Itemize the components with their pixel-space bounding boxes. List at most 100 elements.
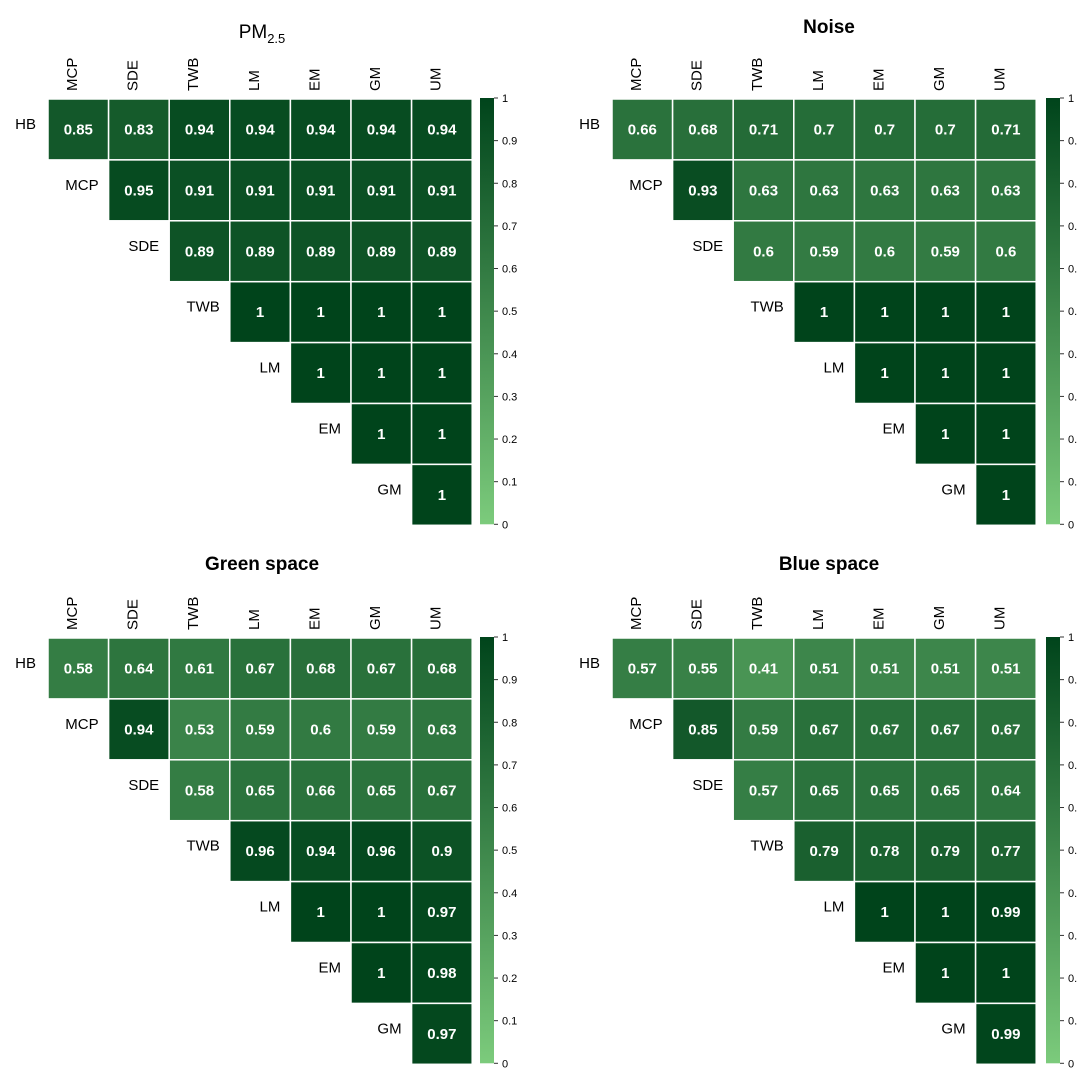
heatmap-cell <box>410 280 473 344</box>
cell-value-label: 0.65 <box>245 782 274 799</box>
row-label: EM <box>883 421 906 438</box>
colorbar <box>480 98 494 525</box>
heatmap-cell <box>974 98 1037 161</box>
heatmap-cell <box>168 759 231 822</box>
heatmap-cell <box>914 637 977 700</box>
cell-value-label: 1 <box>256 304 264 321</box>
cell-value-label: 0.99 <box>991 904 1020 921</box>
cell-value-label: 0.65 <box>367 782 396 799</box>
heatmap-cell <box>914 941 977 1005</box>
heatmap-cell <box>732 220 795 283</box>
colorbar-tick-label: 0. <box>1068 930 1077 942</box>
colorbar-tick-label: 0. <box>1068 717 1077 729</box>
heatmap-cell <box>289 880 352 944</box>
cell-value-label: 0.59 <box>749 721 778 738</box>
row-label: GM <box>941 481 965 498</box>
panel-title: PM2.5 <box>239 22 286 46</box>
heatmap-cell <box>229 698 292 761</box>
colorbar-tick-label: 0. <box>1068 477 1077 489</box>
cell-value-label: 0.91 <box>427 182 456 199</box>
cell-value-label: 1 <box>881 304 889 321</box>
cell-value-label: 0.58 <box>185 782 214 799</box>
heatmap-cell <box>611 98 674 161</box>
cell-value-label: 0.71 <box>749 121 778 138</box>
colorbar-tick-label: 0 <box>502 519 508 531</box>
colorbar-tick-label: 0.3 <box>502 930 517 942</box>
heatmap-panel-1: PM2.5 MCP SDE TWB LM EM GM UM 0.85 0.83 0.94 0.94 0.… <box>15 22 517 531</box>
heatmap-cell <box>410 463 473 527</box>
heatmap-cell <box>47 98 110 161</box>
colorbar-tick-label: 0. <box>1068 803 1077 815</box>
row-label: LM <box>260 360 281 377</box>
heatmap-cell <box>611 637 674 700</box>
colorbar-tick-label: 0. <box>1068 760 1077 772</box>
colorbar-tick-label: 0.3 <box>502 391 517 403</box>
cell-value-label: 0.67 <box>991 721 1020 738</box>
heatmap-cell <box>974 1002 1037 1066</box>
row-label: HB <box>579 655 600 672</box>
heatmap-cell <box>410 880 473 944</box>
cell-value-label: 0.91 <box>185 182 214 199</box>
cell-value-label: 0.67 <box>367 660 396 677</box>
column-label: EM <box>870 69 887 92</box>
heatmap-cell <box>974 463 1037 527</box>
colorbar-tick-label: 0.1 <box>502 1016 517 1028</box>
column-label: UM <box>428 68 445 91</box>
cell-value-label: 0.97 <box>427 1026 456 1043</box>
colorbar-tick-label: 0.5 <box>502 306 517 318</box>
heatmap-cell <box>732 759 795 822</box>
heatmap-cell <box>793 698 856 761</box>
cell-value-label: 1 <box>377 426 385 443</box>
column-label: UM <box>992 607 1009 630</box>
cell-value-label: 0.59 <box>809 243 838 260</box>
heatmap-cell <box>974 341 1037 405</box>
cell-value-label: 0.57 <box>628 660 657 677</box>
colorbar-tick-label: 1 <box>502 93 508 105</box>
cell-value-label: 0.94 <box>427 121 457 138</box>
colorbar-tick-label: 0.6 <box>502 264 517 276</box>
panel-title: Green space <box>205 554 319 575</box>
row-label: EM <box>319 960 342 977</box>
column-label: EM <box>870 608 887 631</box>
column-label: UM <box>428 607 445 630</box>
cell-value-label: 0.67 <box>931 721 960 738</box>
cell-value-label: 0.89 <box>306 243 335 260</box>
cell-value-label: 0.66 <box>306 782 335 799</box>
colorbar-tick-label: 0. <box>1068 264 1077 276</box>
column-label: TWB <box>749 597 766 630</box>
heatmap-cell <box>229 637 292 700</box>
column-label: SDE <box>125 599 142 630</box>
colorbar-tick-label: 0.8 <box>502 178 517 190</box>
cell-value-label: 0.94 <box>306 121 336 138</box>
cell-value-label: 0.63 <box>991 182 1020 199</box>
column-label: SDE <box>125 60 142 91</box>
colorbar-tick-label: 0. <box>1068 1016 1077 1028</box>
cell-value-label: 0.67 <box>870 721 899 738</box>
heatmap-cell <box>974 402 1037 466</box>
cell-value-label: 0.59 <box>245 721 274 738</box>
heatmap-cell <box>410 698 473 761</box>
column-label: LM <box>810 70 827 91</box>
row-label: MCP <box>629 177 662 194</box>
column-label: TWB <box>185 58 202 91</box>
cell-value-label: 0.51 <box>931 660 960 677</box>
cell-value-label: 0.7 <box>814 121 835 138</box>
cell-value-label: 0.78 <box>870 843 899 860</box>
colorbar-tick-label: 0.1 <box>502 477 517 489</box>
column-label: SDE <box>689 60 706 91</box>
colorbar <box>480 637 494 1064</box>
cell-value-label: 0.41 <box>749 660 778 677</box>
cell-value-label: 0.68 <box>427 660 456 677</box>
heatmap-cell <box>853 159 916 222</box>
heatmap-cell <box>229 159 292 222</box>
column-label: EM <box>306 69 323 92</box>
cell-value-label: 1 <box>881 904 889 921</box>
heatmap-cell <box>107 98 170 161</box>
colorbar-tick-label: 0.8 <box>502 717 517 729</box>
row-label: MCP <box>65 177 98 194</box>
cell-value-label: 1 <box>377 365 385 382</box>
cell-value-label: 0.63 <box>809 182 838 199</box>
cell-value-label: 0.51 <box>809 660 838 677</box>
cell-value-label: 0.94 <box>185 121 215 138</box>
